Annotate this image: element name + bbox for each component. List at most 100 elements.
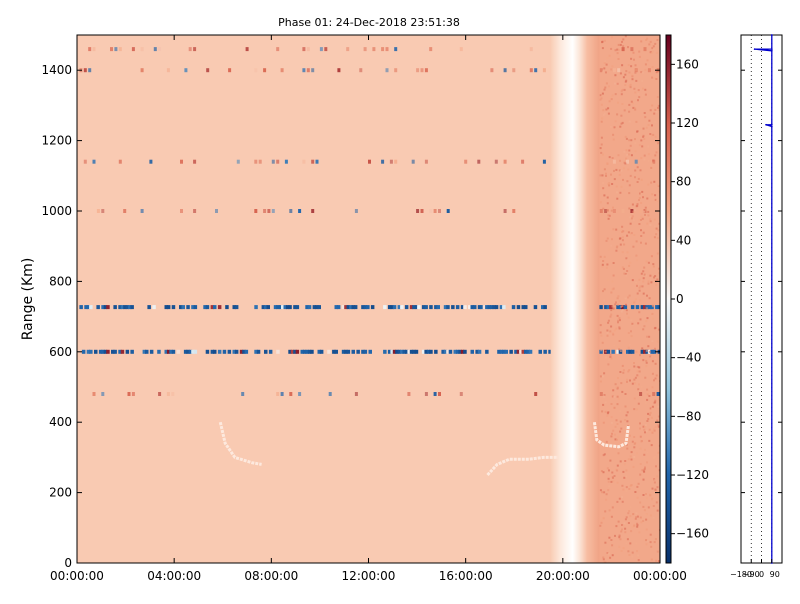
- noise-cell: [644, 376, 647, 379]
- noise-cell: [621, 528, 623, 531]
- stripe-cell: [459, 47, 463, 52]
- noise-cell: [647, 345, 650, 348]
- stripe-cell: [407, 349, 411, 354]
- noise-cell: [629, 515, 632, 518]
- noise-cell: [646, 197, 649, 200]
- stripe-cell: [264, 349, 268, 354]
- stripe-cell: [542, 68, 546, 73]
- stripe-cell: [528, 349, 533, 354]
- noise-cell: [639, 516, 642, 519]
- noise-cell: [632, 106, 635, 109]
- noise-cell: [615, 246, 618, 249]
- noise-cell: [620, 90, 623, 93]
- noise-cell: [630, 217, 633, 220]
- x-tick-label: 00:00:00: [633, 569, 687, 583]
- stripe-cell: [120, 349, 125, 354]
- stripe-cell: [621, 209, 625, 213]
- noise-cell: [658, 398, 660, 401]
- noise-cell: [606, 414, 609, 417]
- stripe-cell: [499, 349, 504, 354]
- noise-cell: [599, 255, 602, 258]
- x-tick-label: 00:00:00: [50, 569, 104, 583]
- noise-cell: [643, 154, 646, 157]
- noise-cell: [616, 481, 619, 484]
- stripe-cell: [114, 47, 118, 52]
- stripe-cell: [300, 349, 304, 354]
- stripe-cell: [464, 159, 468, 164]
- noise-cell: [614, 425, 617, 428]
- noise-cell: [643, 428, 646, 431]
- noise-cell: [608, 85, 610, 88]
- stripe-cell: [310, 349, 314, 354]
- noise-cell: [618, 317, 621, 320]
- stripe-cell: [183, 349, 188, 354]
- noise-cell: [640, 229, 642, 232]
- noise-cell: [644, 466, 646, 469]
- stripe-cell: [390, 349, 394, 354]
- stripe-cell: [606, 349, 611, 354]
- noise-cell: [638, 311, 641, 314]
- noise-cell: [631, 279, 634, 282]
- noise-cell: [650, 181, 653, 184]
- noise-cell: [624, 405, 627, 408]
- noise-cell: [619, 430, 622, 433]
- noise-cell: [628, 434, 631, 437]
- noise-cell: [627, 233, 630, 236]
- profile-point: [770, 125, 773, 128]
- stripe-cell: [193, 349, 198, 354]
- noise-cell: [638, 366, 641, 369]
- noise-cell: [656, 96, 659, 98]
- heatmap-axes: 00:00:00 04:00:00 08:00:00 12:00:00 16:00:00…: [41, 35, 687, 583]
- stripe-cell: [184, 68, 188, 73]
- noise-cell: [644, 68, 647, 71]
- stripe-cell: [234, 349, 239, 354]
- noise-cell: [638, 223, 641, 225]
- stripe-cell: [328, 392, 332, 396]
- noise-cell: [628, 554, 631, 556]
- noise-cell: [625, 414, 628, 417]
- noise-cell: [625, 274, 628, 277]
- noise-cell: [629, 542, 632, 545]
- noise-cell: [627, 316, 630, 319]
- stripe-cell: [404, 305, 409, 310]
- noise-cell: [628, 71, 631, 74]
- noise-cell: [642, 231, 645, 234]
- noise-cell: [621, 236, 624, 239]
- stripe-cell: [628, 349, 632, 354]
- stripe-cell: [131, 392, 135, 396]
- noise-cell: [622, 45, 625, 48]
- clutter-curve-evening: [486, 455, 558, 477]
- stripe-cell: [334, 349, 338, 354]
- stripe-cell: [171, 305, 176, 310]
- noise-cell: [628, 84, 631, 87]
- stripe-band-1460: [88, 47, 647, 52]
- noise-cell: [616, 423, 619, 425]
- stripe-cell: [290, 349, 295, 354]
- noise-cell: [641, 469, 644, 472]
- clutter-curve-morning: [218, 421, 262, 466]
- noise-cell: [626, 270, 629, 272]
- noise-cell: [643, 158, 646, 161]
- stripe-cell: [516, 349, 521, 354]
- noise-cell: [634, 176, 636, 179]
- stripe-cell: [655, 305, 659, 310]
- noise-cell: [648, 428, 651, 431]
- stripe-cell: [482, 305, 487, 310]
- stripe-cell: [267, 209, 271, 213]
- noise-cell: [610, 47, 613, 50]
- noise-cell: [616, 52, 619, 55]
- noise-cell: [624, 73, 627, 76]
- stripe-cell: [366, 305, 370, 310]
- noise-cell: [614, 120, 617, 123]
- stripe-cell: [334, 305, 338, 310]
- stripe-cell: [123, 209, 127, 213]
- noise-cell: [605, 71, 607, 74]
- stripe-cell: [443, 305, 448, 310]
- noise-cell: [616, 395, 619, 398]
- noise-cell: [636, 550, 638, 553]
- noise-cell: [619, 460, 622, 463]
- noise-cell: [602, 114, 605, 116]
- noise-cell: [643, 325, 646, 328]
- noise-cell: [625, 475, 627, 478]
- noise-cell: [650, 356, 653, 359]
